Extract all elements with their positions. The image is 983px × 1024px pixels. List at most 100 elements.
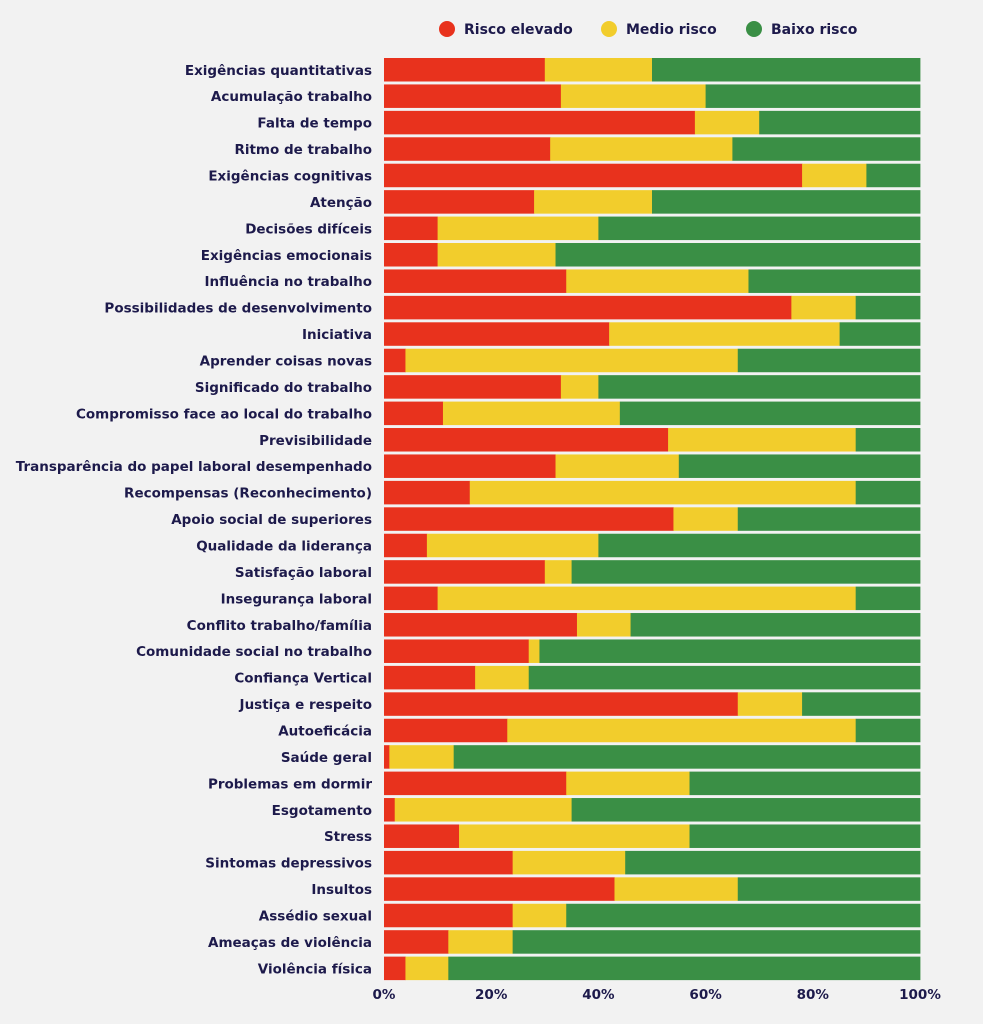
bar-segment [566,771,690,796]
bar-segment [560,84,706,108]
bar-segment [442,401,621,426]
x-tick-label: 80% [797,987,830,1003]
bar-segment [673,507,739,531]
bar-row [384,639,921,663]
bar-segment [384,295,792,320]
bar-segment [694,110,760,135]
bar-segment [737,348,921,373]
bar-row [384,137,921,161]
bar-segment [566,269,749,293]
bar-segment [384,956,406,981]
bar-segment [384,269,567,293]
bar-segment [384,877,615,901]
bar-segment [598,533,921,558]
category-label: Influência no trabalho [204,274,372,290]
bar-segment [384,243,438,267]
bar-segment [855,480,921,505]
bar-row [384,771,921,796]
bar-row [384,560,921,584]
bar-segment [555,243,921,267]
bar-segment [384,665,476,690]
bar-segment [384,586,438,611]
category-label: Exigências emocionais [201,248,372,264]
category-label: Comunidade social no trabalho [136,644,372,660]
category-label: Sintomas depressivos [205,856,372,872]
bar-segment [437,243,556,267]
bar-segment [384,745,390,769]
bar-row [384,84,921,108]
bar-segment [550,137,733,161]
x-tick-label: 60% [689,987,722,1003]
bar-segment [566,903,921,928]
bar-row [384,58,921,82]
bar-segment [598,375,921,399]
bar-row [384,454,921,478]
bar-segment [384,771,567,796]
bar-segment [678,454,921,478]
bar-segment [598,216,921,241]
bar-row [384,216,921,241]
bar-segment [384,903,514,928]
bar-segment [448,956,921,981]
bar-segment [539,639,921,663]
legend-item: Baixo risco [746,21,858,38]
bar-segment [534,190,653,214]
bar-segment [437,586,857,611]
legend-swatch [601,21,617,37]
category-label: Recompensas (Reconhecimento) [124,486,372,502]
category-label: Assédio sexual [259,909,372,925]
bar-segment [512,930,921,954]
bar-segment [737,692,803,716]
bar-segment [528,665,921,690]
bar-segment [619,401,921,426]
bar-row [384,718,921,743]
bar-segment [668,428,857,452]
legend-item: Risco elevado [439,21,573,38]
bar-segment [384,163,803,188]
bar-segment [437,216,599,241]
bar-segment [384,560,546,584]
bar-segment [614,877,739,901]
category-label: Problemas em dormir [208,776,372,792]
category-label: Transparência do papel laboral desempenh… [16,459,372,475]
bar-segment [560,375,599,399]
bar-segment [384,322,610,346]
bar-segment [544,560,572,584]
bar-row [384,190,921,214]
bar-row [384,665,921,690]
category-label: Exigências quantitativas [185,63,372,79]
category-label: Ritmo de trabalho [234,142,372,158]
bar-segment [507,718,857,743]
bar-segment [384,798,396,822]
legend-label: Medio risco [626,22,717,38]
bar-row [384,850,921,875]
bar-segment [737,877,921,901]
bar-segment [839,322,921,346]
bar-segment [469,480,857,505]
legend-label: Baixo risco [771,22,858,38]
category-label: Conflito trabalho/família [187,618,372,634]
bar-segment [855,718,921,743]
bar-segment [384,348,406,373]
legend: Risco elevado Medio risco Baixo risco [439,21,858,38]
bar-row [384,903,921,928]
bar-row [384,348,921,373]
bar-segment [384,190,535,214]
bar-segment [384,930,449,954]
bar-segment [652,58,921,82]
category-label: Violência física [258,961,372,977]
bar-row [384,877,921,901]
category-label: Esgotamento [272,803,372,819]
legend-swatch [746,21,762,37]
bar-segment [855,428,921,452]
bar-segment [389,745,455,769]
bar-segment [802,692,921,716]
bar-segment [384,824,460,848]
bar-row [384,692,921,716]
bar-segment [759,110,921,135]
bar-segment [571,560,921,584]
category-label: Confiança Vertical [234,671,372,687]
bar-segment [855,295,921,320]
bar-segment [512,903,567,928]
